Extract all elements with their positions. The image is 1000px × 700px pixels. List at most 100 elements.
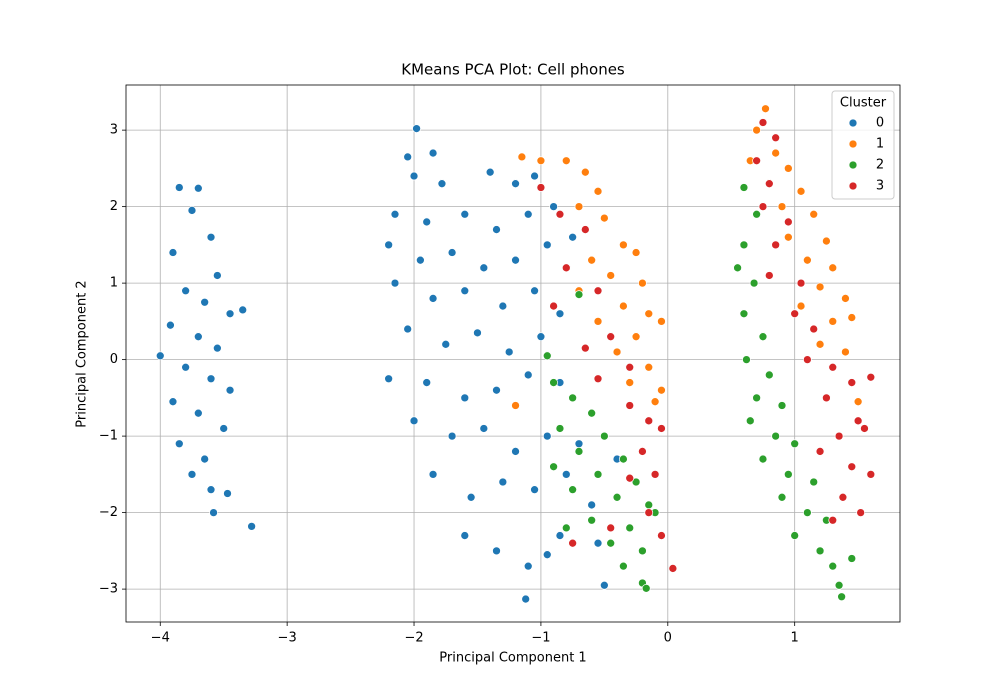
point: [809, 209, 819, 219]
point: [521, 594, 531, 604]
point: [555, 531, 565, 540]
point: [657, 317, 666, 326]
point: [409, 416, 419, 426]
point: [466, 492, 476, 502]
point: [555, 209, 565, 219]
point: [828, 561, 838, 571]
x-tick-label: 1: [791, 631, 799, 646]
point: [422, 217, 432, 227]
point: [206, 374, 216, 384]
point: [206, 485, 216, 495]
point: [555, 309, 565, 319]
point: [657, 385, 666, 395]
point: [638, 546, 647, 556]
point: [758, 332, 768, 342]
legend-box: [831, 90, 895, 200]
point: [498, 301, 508, 311]
point: [853, 416, 863, 426]
point: [166, 320, 175, 330]
point: [247, 522, 256, 531]
point: [742, 355, 751, 364]
point: [193, 183, 203, 193]
point: [796, 301, 806, 311]
point: [837, 592, 846, 602]
point: [587, 408, 597, 418]
y-tick-label: −2: [99, 505, 118, 520]
point: [523, 370, 533, 380]
point: [568, 232, 577, 242]
point: [606, 271, 616, 280]
point: [200, 297, 210, 307]
point: [758, 118, 768, 127]
point: [187, 206, 197, 215]
point: [771, 133, 781, 143]
point: [593, 470, 603, 479]
point: [758, 202, 768, 211]
point: [790, 531, 800, 540]
point: [447, 248, 457, 257]
point: [625, 523, 635, 533]
y-axis-label: Principal Component 2: [75, 280, 90, 427]
point: [803, 255, 812, 265]
point: [542, 550, 552, 560]
point: [809, 477, 819, 487]
point: [783, 164, 793, 173]
point: [777, 401, 787, 410]
point: [739, 240, 749, 250]
legend-marker: [848, 181, 858, 191]
point: [631, 332, 641, 342]
point: [838, 492, 848, 502]
point: [384, 240, 394, 250]
point: [796, 278, 806, 288]
point: [574, 202, 584, 211]
point: [644, 500, 654, 510]
point: [460, 393, 470, 403]
legend: Cluster 0 1 2 3: [831, 90, 895, 200]
point: [200, 454, 210, 464]
point: [213, 271, 222, 280]
point: [815, 447, 825, 456]
point: [847, 554, 857, 563]
point: [561, 263, 571, 273]
point: [828, 362, 838, 372]
point: [593, 374, 603, 384]
point: [619, 454, 628, 464]
point: [668, 564, 678, 573]
point: [536, 183, 546, 192]
legend-marker: [848, 118, 858, 128]
point: [739, 183, 749, 192]
point: [860, 424, 869, 433]
point: [561, 156, 571, 166]
legend-marker: [848, 139, 858, 149]
point: [441, 339, 451, 349]
point: [752, 393, 761, 403]
point: [168, 248, 178, 257]
point: [752, 209, 761, 219]
point: [193, 408, 203, 418]
point: [612, 492, 622, 502]
point: [856, 508, 866, 517]
point: [542, 351, 552, 361]
point: [530, 485, 539, 495]
point: [549, 462, 558, 472]
points: [155, 104, 876, 604]
point: [815, 546, 825, 556]
point: [416, 255, 425, 265]
point: [739, 309, 749, 319]
point: [523, 561, 533, 571]
point: [561, 470, 571, 479]
point: [783, 232, 793, 242]
point: [619, 561, 628, 571]
y-tick-label: 2: [110, 199, 118, 214]
point: [606, 332, 616, 342]
point: [174, 183, 184, 192]
point: [612, 347, 622, 357]
point: [479, 263, 489, 273]
point: [777, 492, 787, 502]
point: [650, 397, 660, 407]
point: [460, 531, 470, 540]
point: [492, 546, 501, 556]
point: [523, 209, 533, 219]
point: [409, 171, 419, 181]
